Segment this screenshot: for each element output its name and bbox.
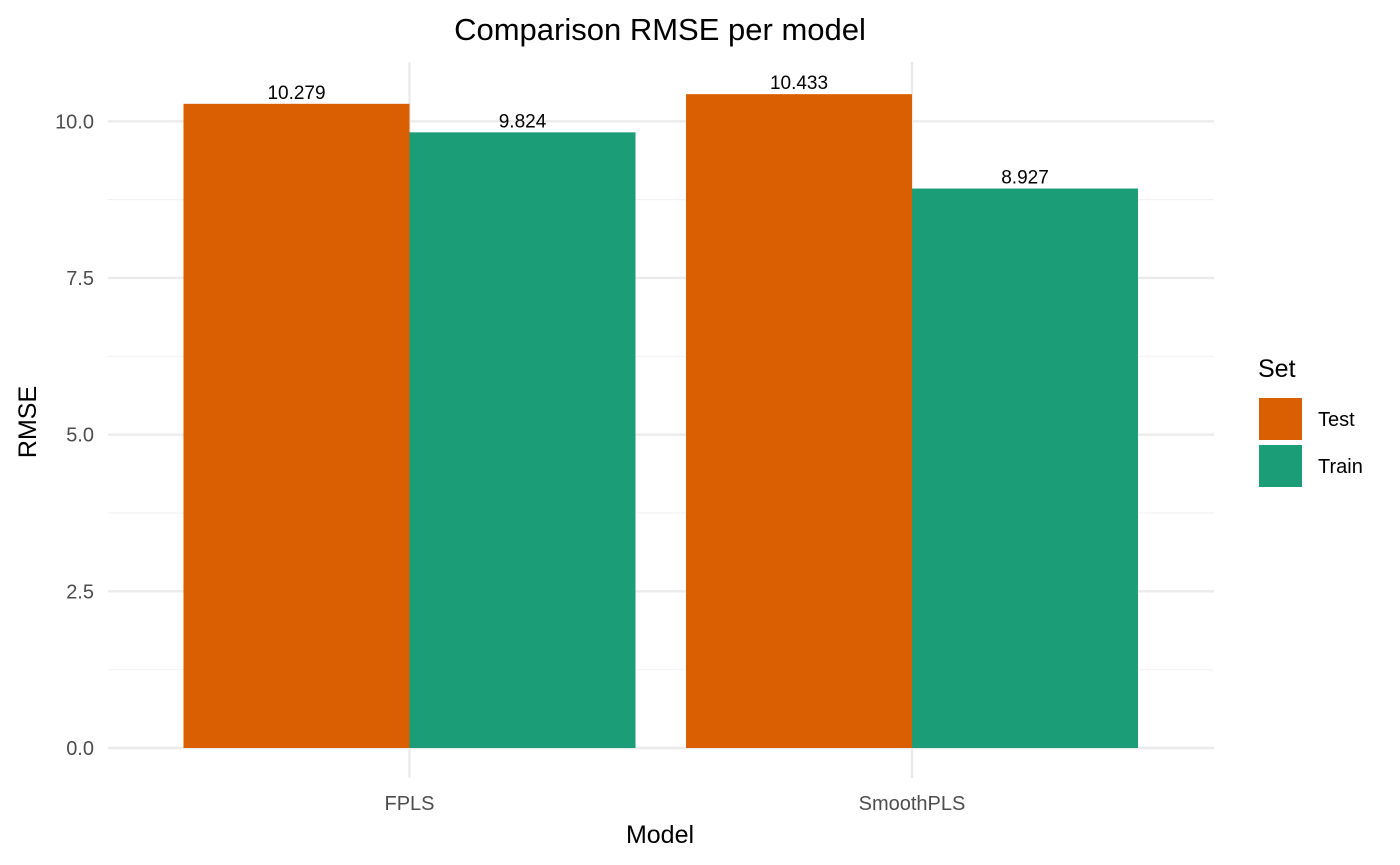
y-tick-label: 5.0 <box>66 425 94 447</box>
x-tick-label: FPLS <box>384 793 434 815</box>
y-tick-label: 2.5 <box>66 581 94 603</box>
x-axis-title: Model <box>626 821 694 849</box>
y-axis-title: RMSE <box>14 386 42 458</box>
bar-fpls-test <box>183 103 410 749</box>
y-tick-label: 7.5 <box>66 268 94 290</box>
data-label-smoothpls-test: 10.433 <box>770 73 828 94</box>
legend-label-test: Test <box>1318 409 1355 431</box>
legend-title: Set <box>1258 355 1296 383</box>
y-tick-label: 10.0 <box>55 111 94 133</box>
legend: Set Test Train <box>1258 355 1363 487</box>
data-label-fpls-test: 10.279 <box>267 83 325 104</box>
bar-smoothpls-train <box>912 188 1138 748</box>
x-tick-label: SmoothPLS <box>859 793 966 815</box>
y-tick-label: 0.0 <box>66 738 94 760</box>
data-label-fpls-train: 9.824 <box>499 111 547 132</box>
legend-label-train: Train <box>1318 456 1363 478</box>
bar-smoothpls-test <box>686 94 912 749</box>
data-label-smoothpls-train: 8.927 <box>1001 168 1049 189</box>
legend-key-train <box>1259 445 1302 487</box>
bar-fpls-train <box>409 132 636 748</box>
bars <box>183 94 1138 749</box>
data-labels: 10.279 9.824 10.433 8.927 <box>267 73 1048 188</box>
chart-title: Comparison RMSE per model <box>454 12 866 47</box>
x-axis-ticks: FPLS SmoothPLS <box>384 793 965 815</box>
y-axis-ticks: 0.0 2.5 5.0 7.5 10.0 <box>55 111 94 760</box>
legend-key-test <box>1259 398 1302 440</box>
